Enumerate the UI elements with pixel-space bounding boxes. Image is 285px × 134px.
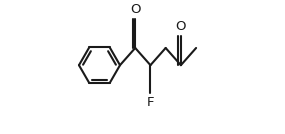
Text: O: O <box>130 3 141 16</box>
Text: F: F <box>147 96 154 109</box>
Text: O: O <box>176 20 186 33</box>
